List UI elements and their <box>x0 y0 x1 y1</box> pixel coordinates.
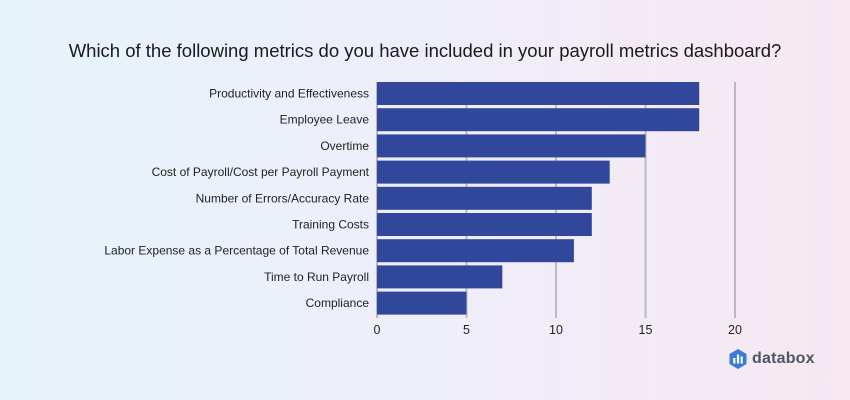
databox-logo-icon <box>729 349 747 369</box>
bar <box>377 134 646 158</box>
category-label: Compliance <box>306 296 370 310</box>
category-label: Employee Leave <box>280 113 370 127</box>
databox-logo: databox <box>729 349 815 369</box>
bar <box>377 186 592 210</box>
chart-title: Which of the following metrics do you ha… <box>68 40 782 61</box>
bars <box>377 82 700 315</box>
bar <box>377 239 574 263</box>
brand-name: databox <box>752 350 815 367</box>
bar <box>377 265 503 289</box>
category-label: Productivity and Effectiveness <box>209 87 369 101</box>
x-tick-label: 20 <box>728 323 742 337</box>
category-label: Training Costs <box>292 218 369 232</box>
category-label: Cost of Payroll/Cost per Payroll Payment <box>152 165 370 179</box>
category-label: Number of Errors/Accuracy Rate <box>196 191 370 205</box>
bar <box>377 160 610 184</box>
category-label: Overtime <box>320 139 369 153</box>
x-tick-label: 15 <box>639 323 653 337</box>
category-label: Labor Expense as a Percentage of Total R… <box>104 244 369 258</box>
bar <box>377 82 700 105</box>
category-labels: Productivity and Effectiveness Employee L… <box>104 87 369 311</box>
x-tick-label: 5 <box>463 323 470 337</box>
bar <box>377 291 467 315</box>
x-tick-label: 0 <box>374 323 381 337</box>
x-tick-label: 10 <box>549 323 563 337</box>
category-label: Time to Run Payroll <box>264 270 369 284</box>
bar <box>377 213 592 236</box>
bar <box>377 108 700 132</box>
x-axis-ticks: 0 5 10 15 20 <box>374 323 742 337</box>
